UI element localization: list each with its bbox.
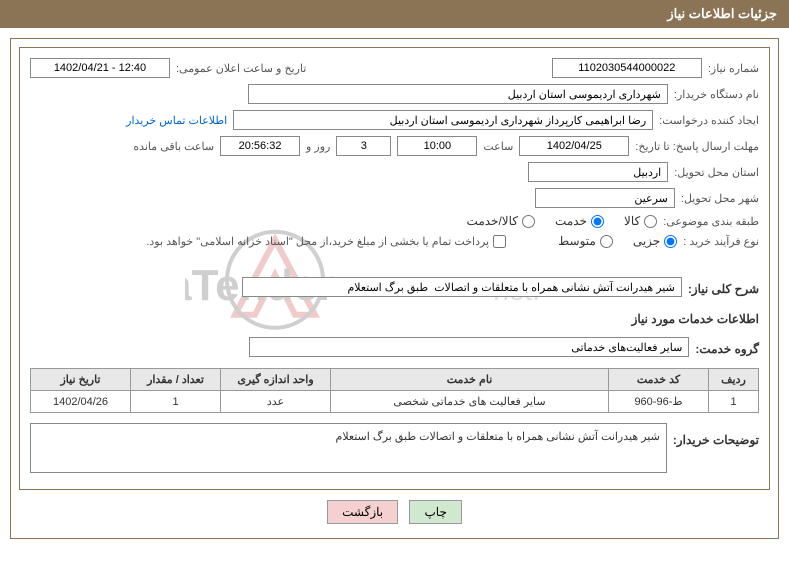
input-deadline-time[interactable] [397,136,477,156]
print-button[interactable]: چاپ [409,500,461,524]
cell-unit: عدد [221,391,331,413]
radio-kala-khedmat[interactable]: کالا/خدمت [467,214,535,228]
row-purchase-type: نوع فرآیند خرید : جزیی متوسط [30,234,759,248]
label-time: ساعت [483,140,513,153]
row-requester: ایجاد کننده درخواست: اطلاعات تماس خریدار [30,110,759,130]
radio-kala-input[interactable] [644,215,657,228]
radio-jozi-input[interactable] [664,235,677,248]
row-buyer-org: نام دستگاه خریدار: [30,84,759,104]
input-time-remain[interactable] [220,136,300,156]
input-requester[interactable] [233,110,653,130]
row-category: طبقه بندی موضوعی: کالا خدمت کالا/خدمت [30,214,759,228]
label-buyer-org: نام دستگاه خریدار: [674,88,759,101]
table-header-row: ردیف کد خدمت نام خدمت واحد اندازه گیری ت… [31,369,759,391]
input-announce-datetime[interactable] [30,58,170,78]
radio-motavaset-label: متوسط [558,234,596,248]
col-unit: واحد اندازه گیری [221,369,331,391]
input-days-remain[interactable] [336,136,391,156]
textarea-buyer-notes[interactable]: شیر هیدرانت آتش نشانی همراه با متعلقات و… [30,423,667,473]
label-services-info: اطلاعات خدمات مورد نیاز [30,312,759,326]
row-service-group: گروه خدمت: [30,332,759,362]
label-deadline: مهلت ارسال پاسخ: تا تاریخ: [635,140,759,153]
row-delivery-city: شهر محل تحویل: [30,188,759,208]
label-purchase-type: نوع فرآیند خرید : [683,235,759,248]
details-panel: riaTender .net شماره نیاز: تاریخ و ساعت … [19,47,770,490]
col-need-date: تاریخ نیاز [31,369,131,391]
label-overall-desc: شرح کلی نیاز: [688,282,759,296]
col-service-name: نام خدمت [331,369,609,391]
label-category: طبقه بندی موضوعی: [663,215,759,228]
radio-khedmat-label: خدمت [555,214,587,228]
page-title: جزئیات اطلاعات نیاز [667,6,777,21]
input-delivery-city[interactable] [535,188,675,208]
col-row: ردیف [709,369,759,391]
row-need-number: شماره نیاز: تاریخ و ساعت اعلان عمومی: [30,58,759,78]
purchase-type-radio-group: جزیی متوسط [558,234,677,248]
table-row: 1 ط-96-960 سایر فعالیت های خدماتی شخصی ع… [31,391,759,413]
cell-need-date: 1402/04/26 [31,391,131,413]
checkbox-treasury-input[interactable] [493,235,506,248]
back-button[interactable]: بازگشت [327,500,398,524]
input-delivery-province[interactable] [528,162,668,182]
checkbox-treasury-label: پرداخت تمام یا بخشی از مبلغ خرید،از محل … [146,235,489,248]
services-table: ردیف کد خدمت نام خدمت واحد اندازه گیری ت… [30,368,759,413]
radio-khedmat[interactable]: خدمت [555,214,604,228]
radio-kala-label: کالا [624,214,640,228]
cell-row: 1 [709,391,759,413]
row-overall-desc: شرح کلی نیاز: [30,272,759,302]
checkbox-treasury[interactable]: پرداخت تمام یا بخشی از مبلغ خرید،از محل … [146,235,506,248]
row-buyer-notes: توضیحات خریدار: شیر هیدرانت آتش نشانی هم… [30,423,759,473]
main-frame: riaTender .net شماره نیاز: تاریخ و ساعت … [10,38,779,539]
label-days-remain: روز و [306,140,330,153]
label-time-remain: ساعت باقی مانده [133,140,214,153]
col-service-code: کد خدمت [609,369,709,391]
radio-jozi[interactable]: جزیی [633,234,677,248]
col-qty: تعداد / مقدار [131,369,221,391]
label-service-group: گروه خدمت: [695,342,759,356]
content-layer: شماره نیاز: تاریخ و ساعت اعلان عمومی: نا… [30,58,759,473]
label-requester: ایجاد کننده درخواست: [659,114,759,127]
label-buyer-notes: توضیحات خریدار: [673,433,759,447]
input-need-number[interactable] [552,58,702,78]
link-buyer-contact[interactable]: اطلاعات تماس خریدار [126,114,227,127]
radio-kala-khedmat-label: کالا/خدمت [467,214,518,228]
row-delivery-province: استان محل تحویل: [30,162,759,182]
radio-motavaset-input[interactable] [600,235,613,248]
radio-kala[interactable]: کالا [624,214,657,228]
input-deadline-date[interactable] [519,136,629,156]
input-overall-desc[interactable] [242,277,682,297]
cell-service-name: سایر فعالیت های خدماتی شخصی [331,391,609,413]
page-root: جزئیات اطلاعات نیاز riaTender .net شماره… [0,0,789,539]
cell-qty: 1 [131,391,221,413]
radio-motavaset[interactable]: متوسط [558,234,613,248]
page-title-bar: جزئیات اطلاعات نیاز [0,0,789,28]
category-radio-group: کالا خدمت کالا/خدمت [467,214,658,228]
input-service-group[interactable] [249,337,689,357]
button-row: چاپ بازگشت [11,500,778,524]
radio-jozi-label: جزیی [633,234,660,248]
label-announce-datetime: تاریخ و ساعت اعلان عمومی: [176,62,306,75]
row-deadline: مهلت ارسال پاسخ: تا تاریخ: ساعت روز و سا… [30,136,759,156]
input-buyer-org[interactable] [248,84,668,104]
label-delivery-province: استان محل تحویل: [674,166,759,179]
label-need-number: شماره نیاز: [708,62,759,75]
cell-service-code: ط-96-960 [609,391,709,413]
radio-khedmat-input[interactable] [591,215,604,228]
label-delivery-city: شهر محل تحویل: [681,192,759,205]
radio-kala-khedmat-input[interactable] [522,215,535,228]
